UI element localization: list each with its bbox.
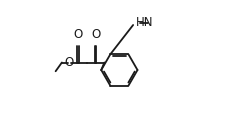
Text: O: O (91, 28, 100, 41)
Text: O: O (74, 28, 83, 41)
Text: O: O (65, 56, 74, 69)
Text: HN: HN (136, 16, 153, 29)
